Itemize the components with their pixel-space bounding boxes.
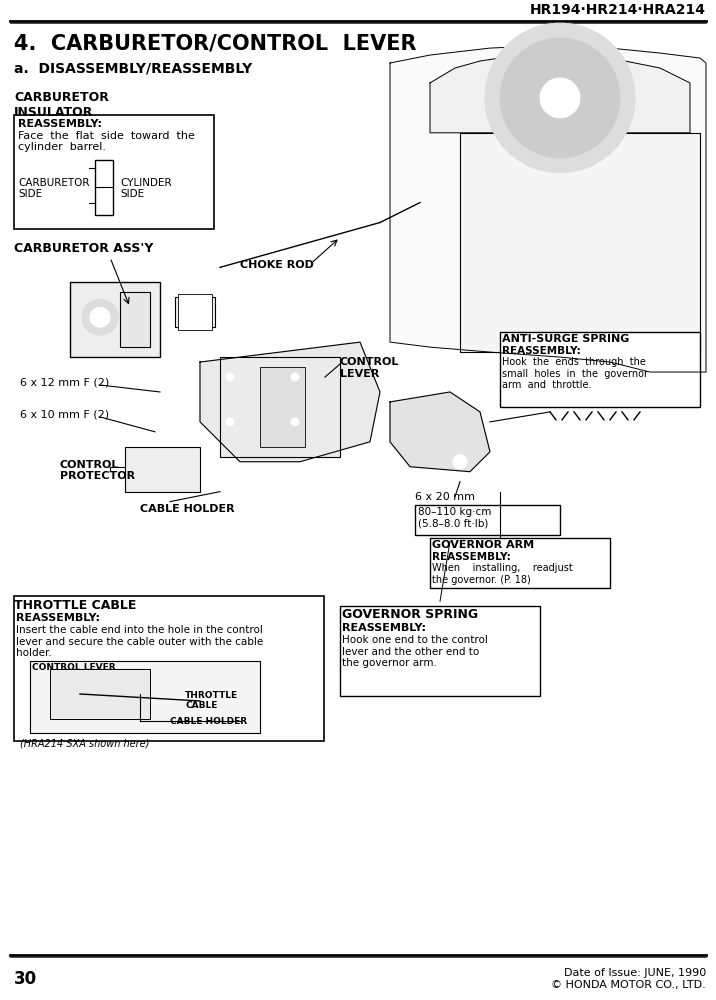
Circle shape <box>291 418 299 426</box>
Bar <box>175 297 215 327</box>
Circle shape <box>485 23 635 173</box>
Circle shape <box>90 307 110 327</box>
Text: Insert the cable end into the hole in the control
lever and secure the cable out: Insert the cable end into the hole in th… <box>16 625 263 658</box>
Circle shape <box>540 78 580 118</box>
Circle shape <box>500 38 620 158</box>
Text: a.  DISASSEMBLY/REASSEMBLY: a. DISASSEMBLY/REASSEMBLY <box>14 61 252 75</box>
Bar <box>120 292 150 347</box>
Text: GOVERNOR SPRING: GOVERNOR SPRING <box>342 608 478 621</box>
Text: CYLINDER
SIDE: CYLINDER SIDE <box>120 178 172 199</box>
Text: CARBURETOR
SIDE: CARBURETOR SIDE <box>18 178 90 199</box>
Text: Hook  the  ends  through  the
small  holes  in  the  governor
arm  and  throttle: Hook the ends through the small holes in… <box>502 357 648 390</box>
Bar <box>415 505 560 535</box>
Bar <box>95 160 113 215</box>
Bar <box>70 282 160 357</box>
Polygon shape <box>508 117 549 131</box>
Text: 6 x 20 mm: 6 x 20 mm <box>415 492 475 502</box>
Text: When    installing,    readjust
the governor. (P. 18): When installing, readjust the governor. … <box>432 563 573 585</box>
Circle shape <box>453 455 467 469</box>
Text: REASSEMBLY:: REASSEMBLY: <box>502 346 581 356</box>
Bar <box>500 332 700 407</box>
Text: 4.  CARBURETOR/CONTROL  LEVER: 4. CARBURETOR/CONTROL LEVER <box>14 33 417 53</box>
Bar <box>50 669 150 719</box>
Text: Face  the  flat  side  toward  the
cylinder  barrel.: Face the flat side toward the cylinder b… <box>18 131 195 152</box>
Text: THROTTLE
CABLE: THROTTLE CABLE <box>185 691 238 710</box>
Bar <box>430 538 610 588</box>
Text: Hook one end to the control
lever and the other end to
the governor arm.: Hook one end to the control lever and th… <box>342 635 488 668</box>
Text: CARBURETOR ASS'Y: CARBURETOR ASS'Y <box>14 242 153 255</box>
Polygon shape <box>390 392 490 472</box>
Polygon shape <box>430 53 690 133</box>
Text: 30: 30 <box>14 970 37 988</box>
Text: CONTROL LEVER: CONTROL LEVER <box>32 663 115 672</box>
Text: REASSEMBLY:: REASSEMBLY: <box>18 119 102 129</box>
Text: ANTI-SURGE SPRING: ANTI-SURGE SPRING <box>502 334 629 344</box>
Bar <box>178 294 212 330</box>
Bar <box>260 367 305 447</box>
Text: REASSEMBLY:: REASSEMBLY: <box>342 623 426 633</box>
Polygon shape <box>571 65 611 79</box>
Circle shape <box>226 373 234 381</box>
Circle shape <box>165 388 175 398</box>
Bar <box>460 133 700 352</box>
Bar <box>14 115 214 229</box>
Text: CHOKE ROD: CHOKE ROD <box>240 260 314 270</box>
Text: 80–110 kg·cm
(5.8–8.0 ft·lb): 80–110 kg·cm (5.8–8.0 ft·lb) <box>418 507 491 528</box>
Circle shape <box>82 299 118 335</box>
Polygon shape <box>509 63 538 98</box>
Text: REASSEMBLY:: REASSEMBLY: <box>16 613 100 623</box>
Circle shape <box>291 373 299 381</box>
Polygon shape <box>582 98 611 133</box>
Bar <box>30 661 260 733</box>
Circle shape <box>157 429 167 439</box>
Text: (HRA214 SXA shown here): (HRA214 SXA shown here) <box>20 739 150 749</box>
Text: THROTTLE CABLE: THROTTLE CABLE <box>14 599 136 612</box>
Text: © HONDA MOTOR CO., LTD.: © HONDA MOTOR CO., LTD. <box>551 980 706 990</box>
Text: Date of Issue: JUNE, 1990: Date of Issue: JUNE, 1990 <box>563 968 706 978</box>
Text: GOVERNOR ARM: GOVERNOR ARM <box>432 540 534 550</box>
Circle shape <box>226 418 234 426</box>
Text: 6 x 10 mm F (2): 6 x 10 mm F (2) <box>20 410 109 420</box>
Text: CONTROL
LEVER: CONTROL LEVER <box>340 357 400 379</box>
Text: CABLE HOLDER: CABLE HOLDER <box>140 504 235 514</box>
Bar <box>125 447 200 492</box>
Text: HR194·HR214·HRA214: HR194·HR214·HRA214 <box>530 3 706 17</box>
Polygon shape <box>200 342 380 462</box>
Text: CABLE HOLDER: CABLE HOLDER <box>170 717 247 726</box>
Bar <box>340 606 540 696</box>
Polygon shape <box>549 44 570 79</box>
Polygon shape <box>551 117 571 152</box>
Text: CARBURETOR
INSULATOR: CARBURETOR INSULATOR <box>14 91 109 119</box>
Polygon shape <box>390 45 706 372</box>
Text: 6 x 12 mm F (2): 6 x 12 mm F (2) <box>20 377 110 387</box>
Text: REASSEMBLY:: REASSEMBLY: <box>432 552 511 562</box>
Bar <box>220 357 340 457</box>
Bar <box>14 596 324 741</box>
Text: CONTROL
PROTECTOR: CONTROL PROTECTOR <box>60 460 135 481</box>
